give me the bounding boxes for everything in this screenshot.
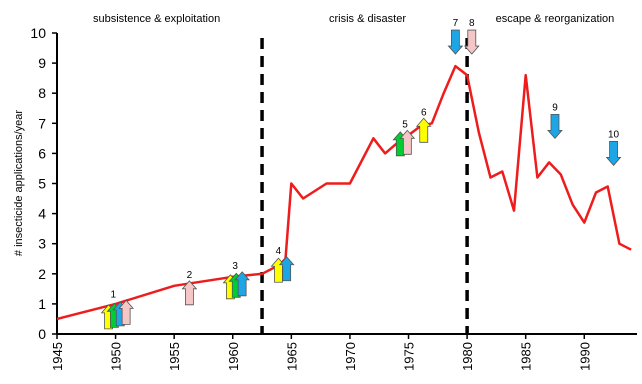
x-tick-label: 1960: [226, 342, 241, 371]
phase-label: subsistence & exploitation: [93, 13, 220, 25]
y-tick-label: 9: [38, 55, 46, 71]
event-marker: 2: [182, 270, 196, 305]
event-label: 8: [469, 18, 475, 29]
y-tick-label: 4: [38, 206, 46, 222]
event-marker: 4: [271, 246, 293, 283]
event-marker: 9: [548, 102, 562, 138]
x-tick-label: 1945: [50, 342, 65, 371]
event-marker: 8: [465, 18, 479, 54]
x-tick-label: 1975: [402, 342, 417, 371]
event-label: 9: [552, 102, 558, 113]
x-tick-label: 1990: [577, 342, 592, 371]
y-tick-label: 3: [38, 236, 46, 252]
y-tick-label: 8: [38, 85, 46, 101]
x-tick-label: 1970: [343, 342, 358, 371]
event-label: 1: [110, 289, 116, 300]
y-tick-label: 7: [38, 115, 46, 131]
x-tick-label: 1985: [519, 342, 534, 371]
event-arrow: [548, 114, 562, 138]
event-arrow: [607, 141, 621, 165]
event-marker: 5: [393, 119, 414, 156]
x-tick-label: 1980: [460, 342, 475, 371]
event-arrow: [448, 30, 462, 54]
phase-labels: subsistence & exploitation crisis & disas…: [93, 13, 614, 25]
y-tick-label: 0: [38, 326, 46, 342]
x-tick-label: 1955: [167, 342, 182, 371]
y-tick-label: 2: [38, 266, 46, 282]
event-arrow: [417, 118, 431, 142]
phase-label: escape & reorganization: [496, 13, 615, 25]
insecticide-series-line: [57, 66, 631, 319]
event-label: 5: [402, 119, 408, 130]
x-tick-label: 1965: [284, 342, 299, 371]
event-marker: 7: [448, 18, 462, 54]
event-label: 3: [232, 261, 238, 272]
event-marker: 1: [102, 289, 134, 329]
event-label: 2: [187, 270, 193, 281]
event-label: 4: [276, 246, 282, 257]
event-marker: 10: [607, 129, 621, 165]
event-marker: 6: [417, 107, 431, 142]
y-tick-label: 5: [38, 176, 46, 192]
series-lines: [57, 66, 631, 319]
y-axis-label: # insecticide applications/year: [13, 110, 25, 256]
y-tick-label: 10: [30, 25, 46, 41]
y-tick-label: 6: [38, 145, 46, 161]
event-marker: 3: [223, 261, 249, 299]
event-label: 7: [453, 18, 459, 29]
event-label: 10: [608, 129, 620, 140]
phase-label: crisis & disaster: [329, 13, 406, 25]
x-tick-label: 1950: [109, 342, 124, 371]
y-tick-label: 1: [38, 296, 46, 312]
event-label: 6: [421, 107, 427, 118]
